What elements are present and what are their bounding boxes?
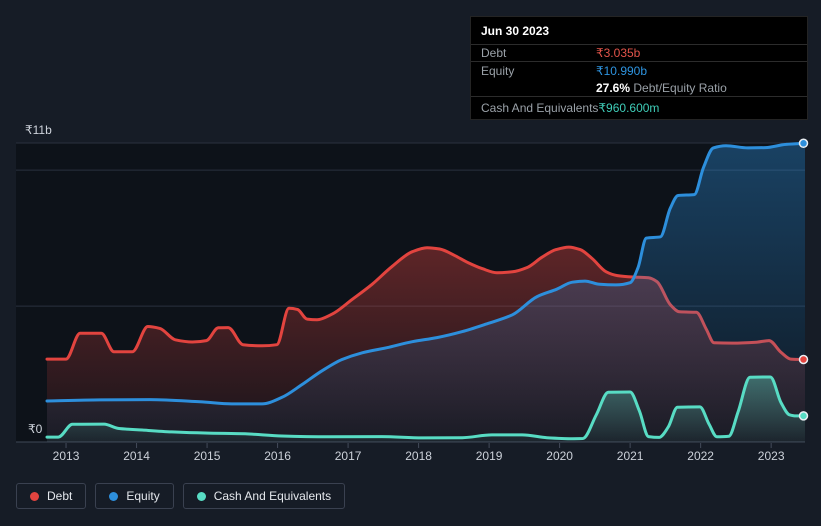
series-end-marker <box>798 354 809 365</box>
x-tick-label: 2019 <box>476 449 503 463</box>
tooltip-row-debt: Debt ₹3.035b <box>471 44 807 61</box>
x-tick-label: 2013 <box>53 449 80 463</box>
x-tick-label: 2020 <box>546 449 573 463</box>
tooltip-row-cash: Cash And Equivalents ₹960.600m <box>471 96 807 119</box>
cash-series-dot-icon <box>196 491 206 501</box>
y-axis-label-top: ₹11b <box>25 123 52 137</box>
debt-series-dot-icon <box>30 491 39 501</box>
x-tick-label: 2023 <box>758 449 785 463</box>
legend-item-debt[interactable]: Debt <box>16 483 87 509</box>
x-tick-label: 2014 <box>123 449 150 463</box>
x-tick-label: 2017 <box>335 449 362 463</box>
legend-item-cash[interactable]: Cash And Equivalents <box>182 483 346 509</box>
series-line-cash-and-equivalents <box>45 375 807 441</box>
y-axis-label-zero: ₹0 <box>28 422 43 436</box>
chart-legend: Debt Equity Cash And Equivalents <box>16 483 346 509</box>
series-line-equity <box>45 141 807 406</box>
tooltip-date: Jun 30 2023 <box>481 24 550 38</box>
series-end-marker <box>798 411 809 421</box>
legend-item-label: Cash And Equivalents <box>213 489 332 503</box>
chart-series <box>45 141 807 443</box>
legend-item-label: Debt <box>47 489 73 503</box>
legend-item-equity[interactable]: Equity <box>95 483 174 509</box>
x-tick-label: 2015 <box>194 449 221 463</box>
tooltip-row-equity: Equity ₹10.990b <box>471 61 807 79</box>
series-end-marker <box>798 138 809 149</box>
tooltip-cash-label: Cash And Equivalents <box>481 101 599 115</box>
tooltip-debt-value: ₹3.035b <box>596 46 641 60</box>
tooltip-ratio-percent: 27.6% <box>596 80 631 95</box>
series-area-equity <box>47 143 805 443</box>
tooltip-cash-value: ₹960.600m <box>598 101 660 115</box>
x-tick-label: 2021 <box>617 449 644 463</box>
tooltip-row-ratio: 27.6% Debt/Equity Ratio <box>471 79 807 96</box>
x-tick-label: 2016 <box>264 449 291 463</box>
tooltip-ratio-text: Debt/Equity Ratio <box>630 80 727 95</box>
tooltip-equity-label: Equity <box>481 63 515 78</box>
legend-item-label: Equity <box>126 489 160 503</box>
tooltip-ratio-value: 27.6% Debt/Equity Ratio <box>596 81 807 95</box>
series-end-markers <box>798 138 809 421</box>
tooltip-equity-value: ₹10.990b <box>596 63 648 78</box>
tooltip-debt-label: Debt <box>481 46 507 60</box>
x-tick-label: 2018 <box>405 449 432 463</box>
x-axis: 2013 2014 2015 2016 2017 2018 2019 2020 2021 2022… <box>53 443 785 463</box>
chart-tooltip: Jun 30 2023 Debt ₹3.035b Equity ₹10.990b… <box>470 16 808 120</box>
x-tick-label: 2022 <box>687 449 714 463</box>
equity-series-dot-icon <box>109 491 119 501</box>
